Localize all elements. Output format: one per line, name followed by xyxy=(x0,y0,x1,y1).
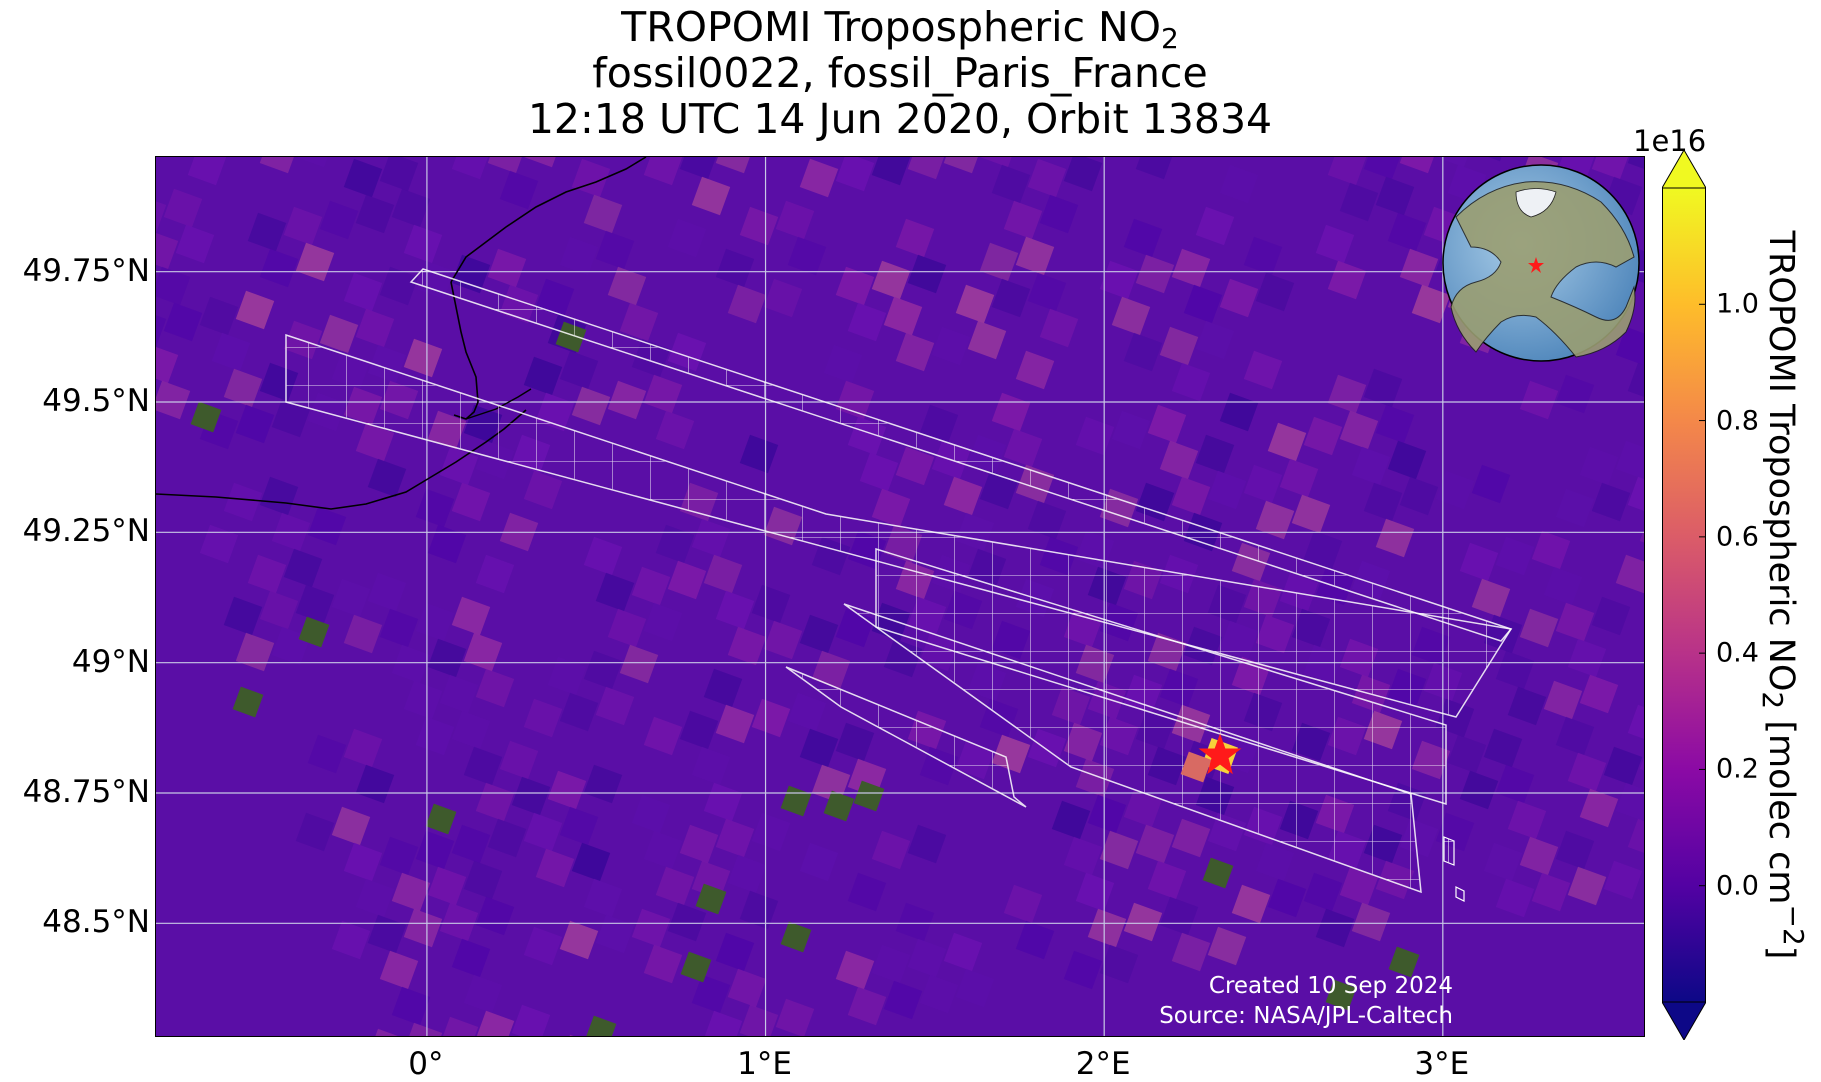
title-line-1: TROPOMI Tropospheric NO2 xyxy=(621,3,1179,55)
y-tick-label: 49.75°N xyxy=(22,252,150,289)
no2-pixel-layer xyxy=(156,157,1644,1036)
created-credit: Created 10 Sep 2024 xyxy=(1208,973,1453,999)
x-tick-label: 3°E xyxy=(1414,1046,1470,1082)
colorbar-tick-label: 0.4 xyxy=(1716,637,1759,669)
y-tick-label: 48.75°N xyxy=(22,773,150,810)
colorbar-tick-label: 0.2 xyxy=(1716,753,1759,785)
x-tick-label: 2°E xyxy=(1075,1046,1131,1082)
globe-star-icon xyxy=(1528,257,1544,273)
colorbar-min-extend xyxy=(1662,1001,1706,1040)
y-tick-label: 48.5°N xyxy=(42,904,150,941)
footprint-outlines xyxy=(285,268,1513,902)
x-tick-label: 0° xyxy=(408,1046,444,1082)
footprint-strip-2 xyxy=(285,333,1513,718)
colorbar-body xyxy=(1662,188,1706,1002)
title-line-2: fossil0022, fossil_Paris_France xyxy=(592,49,1208,97)
footprint-strip-3 xyxy=(875,547,1447,806)
colorbar-tick-label: 0.8 xyxy=(1716,405,1759,437)
footprint-fragment-1 xyxy=(1443,836,1455,866)
x-tick-label: 1°E xyxy=(737,1046,792,1082)
source-credit: Source: NASA/JPL-Caltech xyxy=(1159,1003,1453,1029)
colorbar-exponent: 1e16 xyxy=(1633,124,1707,158)
y-tick-label: 49.25°N xyxy=(22,513,150,550)
target-star-icon xyxy=(1198,733,1242,775)
footprint-strip-4 xyxy=(843,603,1422,894)
map-canvas xyxy=(156,157,1644,1036)
globe-inset-icon xyxy=(1442,164,1640,362)
footprint-strip-5 xyxy=(785,666,1027,808)
colorbar-tick-label: 0.6 xyxy=(1716,521,1759,553)
title-line-3: 12:18 UTC 14 Jun 2020, Orbit 13834 xyxy=(527,95,1273,143)
y-tick-label: 49.5°N xyxy=(42,383,150,419)
y-tick-label: 49°N xyxy=(71,643,150,680)
footprint-fragment-2 xyxy=(1455,886,1465,902)
map-panel[interactable]: Created 10 Sep 2024 Source: NASA/JPL-Cal… xyxy=(155,156,1645,1037)
colorbar xyxy=(1662,150,1706,1040)
chart-title: TROPOMI Tropospheric NO2 fossil0022, fos… xyxy=(155,4,1645,142)
colorbar-tick-label: 0.0 xyxy=(1716,870,1759,902)
colorbar-max-extend xyxy=(1662,150,1706,189)
colorbar-tick-label: 1.0 xyxy=(1716,288,1759,320)
colorbar-label: TROPOMI Tropospheric NO2 [molec cm−2] xyxy=(1756,230,1810,960)
